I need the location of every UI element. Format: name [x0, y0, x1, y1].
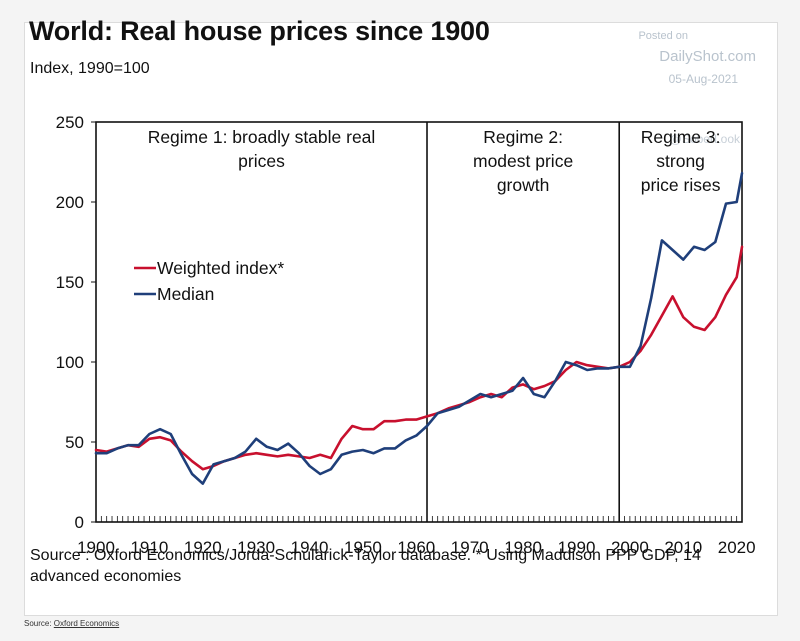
x-tick-label: 1910	[130, 538, 168, 557]
x-tick-label: 1950	[344, 538, 382, 557]
x-tick-label: 1990	[558, 538, 596, 557]
x-tick-label: 1970	[451, 538, 489, 557]
y-tick-label: 50	[65, 433, 84, 452]
y-tick-label: 250	[56, 113, 84, 132]
regime-3-label: strong	[656, 151, 705, 171]
x-tick-label: 1980	[504, 538, 542, 557]
y-tick-label: 150	[56, 273, 84, 292]
x-tick-label: 1960	[397, 538, 435, 557]
watermark-date: 05-Aug-2021	[668, 72, 738, 86]
footer-source-link[interactable]: Oxford Economics	[53, 619, 120, 628]
regime-2-label: modest price	[473, 151, 573, 171]
chart-title: World: Real house prices since 1900	[29, 16, 490, 46]
x-tick-label: 2020	[718, 538, 756, 557]
regime-1-label: prices	[238, 151, 285, 171]
legend-label-2: Median	[157, 284, 214, 304]
x-tick-label: 1940	[291, 538, 329, 557]
chart-subtitle: Index, 1990=100	[30, 60, 150, 77]
plot-frame	[95, 121, 743, 523]
y-tick-label: 200	[56, 193, 84, 212]
x-tick-label: 1920	[184, 538, 222, 557]
x-tick-label: 2000	[611, 538, 649, 557]
y-tick-label: 100	[56, 353, 84, 372]
weighted-index-line	[94, 245, 744, 471]
watermark-posted: Posted on	[638, 30, 688, 42]
footer-source-prefix: Source:	[24, 619, 54, 628]
x-tick-label: 1930	[237, 538, 275, 557]
legend-label-1: Weighted index*	[157, 258, 284, 278]
median-line	[94, 171, 744, 485]
source-note: Source : Oxford Economics/Jorda-Schulari…	[30, 547, 701, 585]
regime-2-label: Regime 2:	[483, 127, 563, 147]
watermark-site: DailyShot.com	[659, 48, 756, 65]
regime-2-label: growth	[497, 175, 550, 195]
x-tick-label: 1900	[77, 538, 115, 557]
regime-3-label: Regime 3:	[641, 127, 721, 147]
regime-1-label: Regime 1: broadly stable real	[148, 127, 376, 147]
y-tick-label: 0	[75, 513, 84, 532]
watermark-handle: @SoberLook	[669, 132, 740, 146]
x-tick-label: 2010	[664, 538, 702, 557]
footer-source: Source: Oxford Economics	[24, 619, 119, 628]
regime-3-label: price rises	[641, 175, 721, 195]
